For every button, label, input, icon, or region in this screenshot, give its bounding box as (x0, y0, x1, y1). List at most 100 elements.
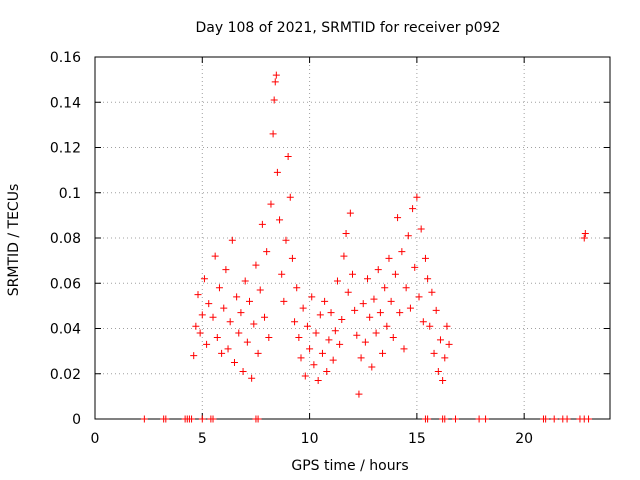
data-point (213, 334, 221, 342)
data-point (220, 304, 228, 312)
data-point (271, 78, 279, 86)
y-tick-labels: 0 0.02 0.04 0.06 0.08 0.1 0.12 0.14 0.16 (50, 50, 81, 428)
data-point (361, 338, 369, 346)
data-point (211, 252, 219, 260)
data-point (198, 415, 206, 423)
x-tick-label: 20 (515, 431, 533, 447)
data-point (389, 334, 397, 342)
y-tick-label: 0.14 (50, 95, 81, 111)
data-point (241, 277, 249, 285)
data-points (140, 71, 593, 423)
data-point (424, 275, 432, 283)
data-point (387, 297, 395, 305)
data-point (250, 320, 258, 328)
data-point (563, 415, 571, 423)
data-point (243, 338, 251, 346)
data-point (381, 284, 389, 292)
data-point (308, 293, 316, 301)
data-point (276, 216, 284, 224)
data-point (411, 263, 419, 271)
data-point (205, 300, 213, 308)
y-axis-label: SRMTID / TECUs (6, 184, 22, 297)
data-point (351, 306, 359, 314)
data-point (344, 288, 352, 296)
data-point (421, 254, 429, 262)
data-point (323, 367, 331, 375)
x-tick-label: 15 (408, 431, 426, 447)
data-point (434, 367, 442, 375)
data-point (252, 261, 260, 269)
data-point (366, 313, 374, 321)
data-point (267, 200, 275, 208)
data-point (222, 266, 230, 274)
data-point (261, 313, 269, 321)
data-point (475, 415, 483, 423)
data-point (398, 248, 406, 256)
y-tick-label: 0.1 (59, 186, 81, 202)
data-point (542, 415, 550, 423)
data-point (314, 377, 322, 385)
data-point (336, 340, 344, 348)
data-point (209, 415, 217, 423)
data-point (581, 229, 589, 237)
data-point (452, 415, 459, 423)
data-point (230, 358, 238, 366)
data-point (441, 415, 449, 423)
y-tick-label: 0.12 (50, 141, 81, 157)
x-tick-label: 5 (198, 431, 207, 447)
data-point (215, 284, 223, 292)
data-point (198, 311, 206, 319)
data-point (286, 193, 294, 201)
data-point (299, 304, 307, 312)
data-point (233, 293, 241, 301)
data-point (333, 277, 341, 285)
data-point (370, 295, 378, 303)
data-point (194, 291, 202, 299)
data-point (310, 361, 318, 369)
data-point (580, 234, 588, 242)
data-point (419, 318, 427, 326)
data-point (228, 236, 236, 244)
data-point (357, 354, 365, 362)
data-point (263, 248, 271, 256)
data-point (303, 322, 311, 330)
axis-ticks (94, 56, 610, 420)
data-point (248, 374, 256, 382)
data-point (278, 270, 286, 278)
y-tick-label: 0.16 (50, 50, 81, 66)
data-point (404, 232, 412, 240)
data-point (203, 340, 211, 348)
data-point (409, 205, 417, 213)
data-point (280, 297, 288, 305)
data-point (162, 415, 170, 423)
data-point (340, 252, 348, 260)
data-point (385, 254, 393, 262)
chart-title: Day 108 of 2021, SRMTID for receiver p09… (195, 20, 500, 36)
data-point (282, 236, 290, 244)
data-point (428, 288, 436, 296)
data-point (394, 214, 402, 222)
data-point (415, 293, 423, 301)
data-point (391, 270, 399, 278)
data-point (273, 168, 281, 176)
grid-lines (95, 57, 610, 419)
data-point (188, 415, 196, 423)
data-point (284, 153, 292, 161)
y-tick-label: 0.08 (50, 231, 81, 247)
data-point (482, 415, 490, 423)
data-point (140, 415, 148, 423)
data-point (432, 306, 440, 314)
data-point (246, 297, 253, 305)
data-point (372, 329, 380, 337)
x-axis-label: GPS time / hours (291, 458, 408, 474)
data-point (196, 329, 204, 337)
data-point (301, 372, 309, 380)
data-point (400, 345, 408, 353)
data-point (288, 254, 296, 262)
data-point (239, 367, 247, 375)
data-point (585, 415, 593, 423)
y-tick-label: 0.04 (50, 322, 81, 338)
data-point (331, 327, 339, 335)
